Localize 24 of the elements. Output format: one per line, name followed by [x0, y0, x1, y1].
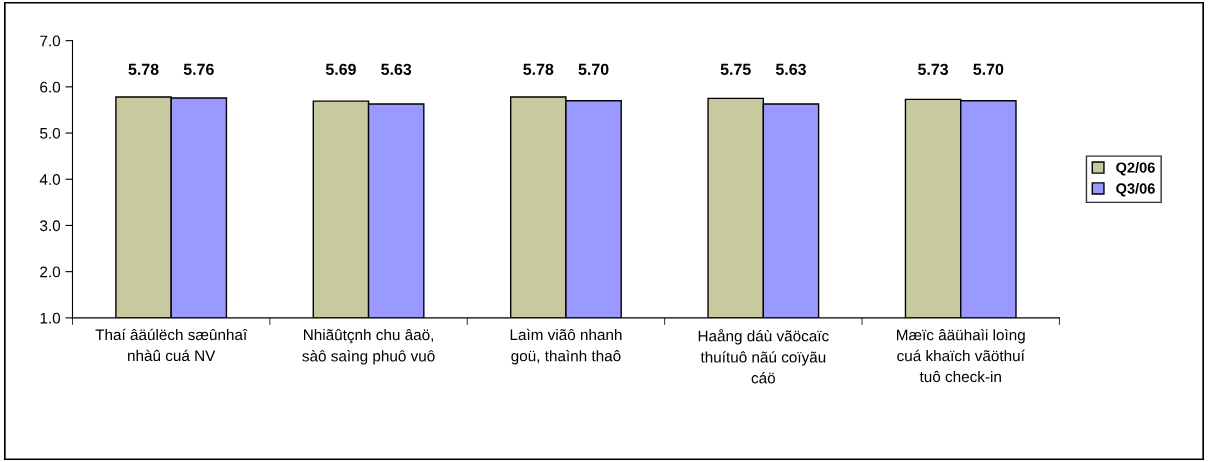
- y-tick-label: 1.0: [40, 312, 61, 324]
- legend-label: Q2/06: [1116, 162, 1155, 176]
- data-label: 5.73: [918, 63, 949, 75]
- x-tick-label: Mæïc âäühaìi loìng cuá khaïch vãöthuí tuô check-in: [897, 328, 1025, 383]
- data-label: 5.78: [128, 63, 159, 75]
- y-tick-label: 7.0: [40, 35, 61, 47]
- data-label: 5.76: [183, 63, 214, 75]
- data-label: 5.69: [325, 63, 356, 75]
- data-label: 5.70: [973, 63, 1004, 75]
- data-label: 5.63: [381, 63, 412, 75]
- y-tick-label: 5.0: [40, 127, 61, 139]
- data-label: 5.70: [578, 63, 609, 75]
- x-tick-label: Laìm viãô nhanh goü, thaình thaô: [510, 328, 622, 365]
- y-tick-label: 3.0: [40, 220, 61, 232]
- y-tick-label: 2.0: [40, 266, 61, 278]
- x-tick-label: Nhiãûtçnh chu âaö, sàô saìng phuô vuô: [302, 328, 435, 365]
- y-tick-label: 4.0: [39, 174, 61, 185]
- legend-label: Q3/06: [1116, 182, 1155, 197]
- data-label: 5.63: [775, 63, 806, 75]
- y-tick-label: 6.0: [40, 81, 61, 93]
- data-label: 5.75: [720, 63, 751, 75]
- x-tick-label: Thaí âäúlëch sæûnhaî nhàû cuá NV: [95, 328, 248, 362]
- data-label: 5.78: [523, 63, 554, 75]
- x-tick-label: Haång dáù vãöcaïc thuítuô nãú coïyãu cáö: [698, 328, 829, 384]
